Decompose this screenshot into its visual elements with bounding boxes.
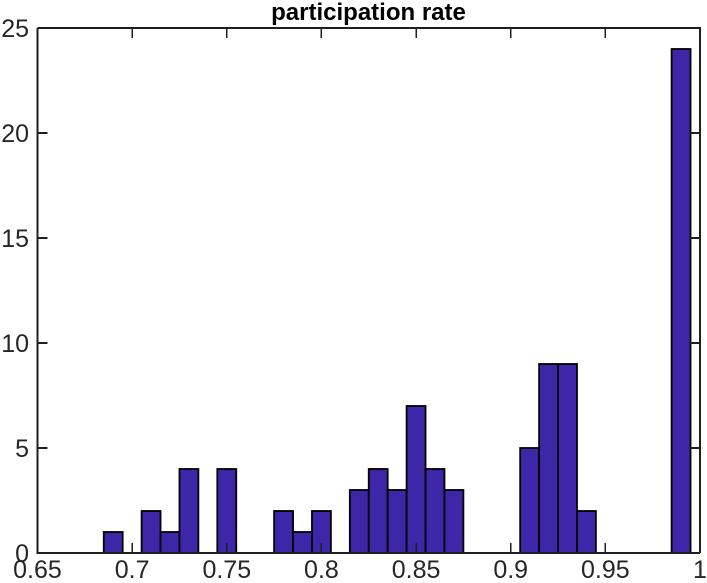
y-tick-label: 25 xyxy=(1,15,29,43)
x-tick-label: 0.8 xyxy=(304,556,339,583)
histogram-bar xyxy=(538,363,559,554)
y-tick-label: 15 xyxy=(1,225,29,253)
histogram-bar xyxy=(557,363,578,554)
histogram-bar xyxy=(178,468,200,554)
histogram-bar xyxy=(443,489,465,554)
x-tick-label: 0.75 xyxy=(202,556,251,583)
y-tick-label: 20 xyxy=(1,120,29,148)
histogram-bar xyxy=(670,48,692,554)
x-tick-label: 0.95 xyxy=(581,556,630,583)
histogram-bar xyxy=(519,447,541,554)
histogram-bar xyxy=(367,468,389,554)
histogram-bar xyxy=(273,510,294,554)
histogram-bar xyxy=(292,531,313,554)
histogram-bar xyxy=(348,489,370,554)
histogram-bar xyxy=(159,531,181,554)
x-tick-label: 1 xyxy=(693,556,707,583)
y-tick-label: 0 xyxy=(15,540,29,568)
histogram-bar xyxy=(102,531,124,554)
histogram-bar xyxy=(424,468,446,554)
histogram-bar xyxy=(386,489,408,554)
chart-title: participation rate xyxy=(271,0,466,26)
histogram-bar xyxy=(140,510,162,554)
x-tick-label: 0.65 xyxy=(13,556,62,583)
x-tick-label: 0.9 xyxy=(493,556,528,583)
histogram-bar xyxy=(216,468,238,554)
histogram-bar xyxy=(576,510,597,554)
histogram-bar xyxy=(405,405,427,554)
x-tick-label: 0.7 xyxy=(115,556,150,583)
x-tick-label: 0.85 xyxy=(392,556,441,583)
y-tick-label: 10 xyxy=(1,330,29,358)
y-tick-label: 5 xyxy=(15,435,29,463)
